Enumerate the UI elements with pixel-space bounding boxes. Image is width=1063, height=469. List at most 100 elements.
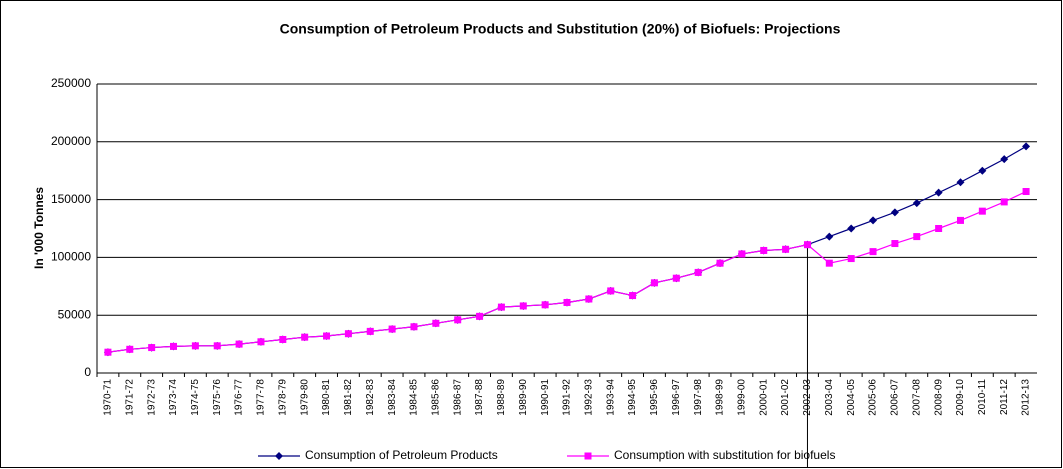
point (847, 255, 855, 263)
point (279, 335, 287, 343)
x-tick-label: 1970-71 (103, 379, 114, 416)
point (760, 246, 768, 254)
point (1000, 155, 1009, 164)
x-tick-label: 1985-86 (430, 379, 441, 416)
point (912, 199, 921, 208)
x-tick-label: 2000-01 (758, 379, 769, 416)
point (978, 166, 987, 175)
x-tick-label: 2010-11 (977, 379, 988, 415)
x-tick-label: 1996-97 (671, 379, 682, 416)
point (738, 250, 746, 258)
x-tick-label: 1982-83 (365, 379, 376, 416)
x-tick-label: 1988-89 (496, 379, 507, 416)
point (301, 333, 309, 341)
point (148, 344, 156, 352)
x-tick-label: 1981-82 (343, 379, 354, 416)
point (497, 303, 505, 311)
point (978, 207, 986, 215)
y-tick-label: 200000 (51, 134, 91, 148)
x-tick-label: 1984-85 (409, 379, 420, 416)
x-tick-label: 1993-94 (605, 379, 616, 416)
x-tick-label: 2012-13 (1021, 379, 1032, 416)
x-tick-label: 1983-84 (387, 379, 398, 416)
y-tick-label: 150000 (51, 192, 91, 206)
point (891, 240, 899, 248)
x-tick-label: 1998-99 (715, 379, 726, 416)
point (519, 302, 527, 310)
point (1000, 198, 1008, 206)
point (935, 225, 943, 232)
x-tick-label: 2009-10 (955, 379, 966, 416)
x-tick-label: 1971-72 (124, 379, 135, 416)
x-tick-label: 2003-04 (824, 379, 835, 416)
point (104, 348, 112, 356)
point (716, 259, 724, 267)
point (213, 342, 221, 350)
point (410, 323, 418, 331)
y-tick-label: 0 (84, 365, 91, 379)
point (913, 233, 921, 241)
x-tick-label: 1980-81 (321, 379, 332, 416)
point (694, 268, 702, 276)
point (607, 287, 615, 295)
x-tick-label: 1997-98 (693, 379, 704, 416)
point (890, 208, 899, 217)
x-tick-label: 1979-80 (299, 379, 310, 416)
point (869, 248, 877, 256)
point (191, 342, 199, 350)
x-tick-label: 1976-77 (234, 379, 245, 416)
x-tick-label: 1990-91 (540, 379, 551, 416)
x-tick-label: 1995-96 (649, 379, 660, 416)
point (344, 330, 352, 338)
y-tick-label: 100000 (51, 250, 91, 264)
point (432, 319, 440, 327)
point (366, 327, 374, 335)
x-tick-label: 2011-12 (999, 379, 1010, 415)
x-tick-label: 1992-93 (584, 379, 595, 416)
point (170, 342, 178, 350)
x-tick-label: 1986-87 (452, 379, 463, 416)
point (956, 178, 965, 187)
x-tick-label: 1987-88 (474, 379, 485, 416)
x-tick-label: 2006-07 (890, 379, 901, 416)
point (257, 338, 265, 346)
x-tick-label: 2001-02 (780, 379, 791, 416)
point (803, 241, 811, 249)
point (126, 345, 134, 353)
x-tick-label: 2005-06 (868, 379, 879, 416)
x-tick-label: 1999-00 (737, 379, 748, 416)
point (650, 279, 658, 287)
point (956, 216, 964, 224)
legend-label: Consumption of Petroleum Products (305, 448, 498, 462)
point (1022, 142, 1031, 151)
x-tick-label: 1972-73 (146, 379, 157, 416)
point (454, 316, 462, 324)
x-tick-label: 2004-05 (846, 379, 857, 416)
x-tick-label: 1973-74 (168, 379, 179, 416)
point (541, 301, 549, 309)
x-tick-label: 2008-09 (933, 379, 944, 416)
point (1022, 188, 1030, 196)
x-tick-label: 1989-90 (518, 379, 529, 416)
point (825, 232, 834, 241)
x-tick-label: 1975-76 (212, 379, 223, 416)
x-tick-label: 1978-79 (277, 379, 288, 416)
x-tick-label: 1977-78 (256, 379, 267, 416)
point (388, 325, 396, 333)
point (585, 295, 593, 303)
point (825, 259, 833, 267)
y-tick-label: 250000 (51, 76, 91, 90)
x-tick-label: 1991-92 (562, 379, 573, 416)
x-tick-label: 1994-95 (627, 379, 638, 416)
chart-title: Consumption of Petroleum Products and Su… (280, 21, 841, 37)
y-axis-label: In '000 Tonnes (32, 187, 46, 269)
point (672, 274, 680, 282)
legend-marker (275, 452, 283, 460)
legend-marker (584, 452, 592, 460)
point (934, 188, 943, 197)
point (563, 298, 571, 306)
point (629, 292, 637, 300)
point (476, 312, 484, 320)
